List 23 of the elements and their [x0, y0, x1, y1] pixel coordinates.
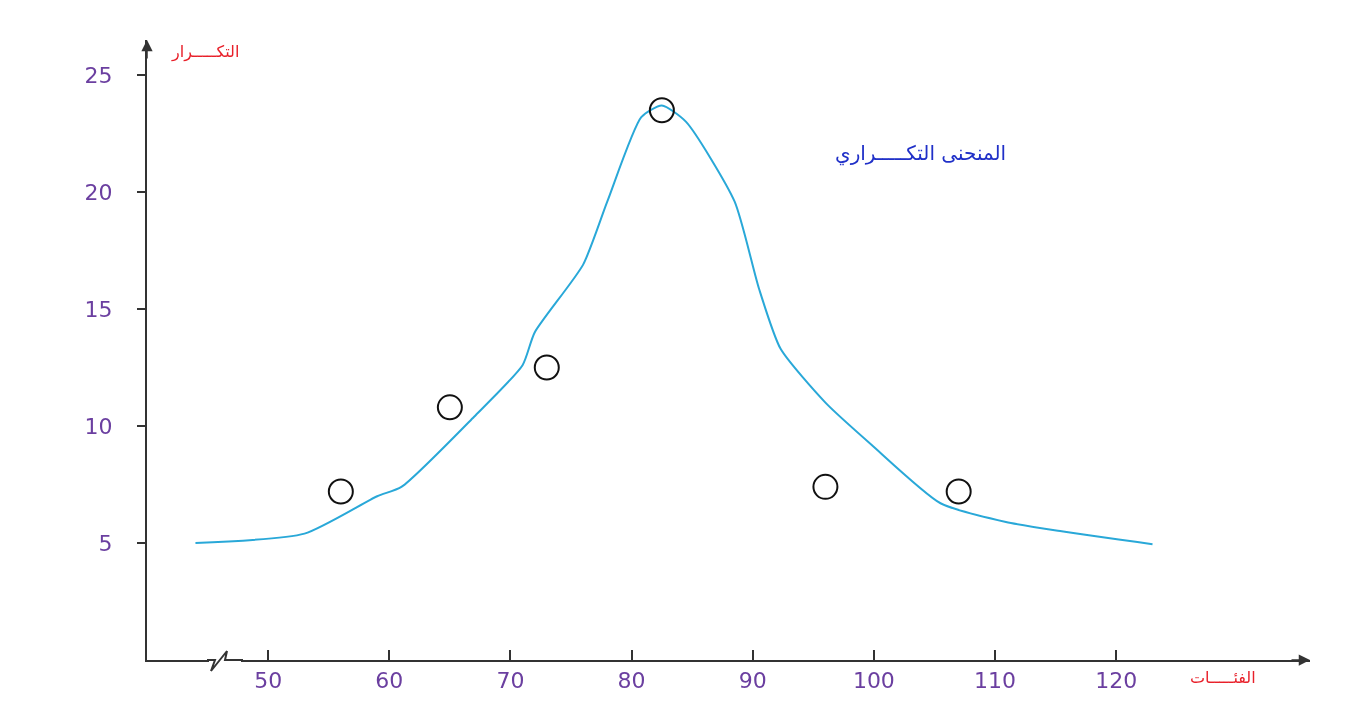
x-tick-label: 70: [496, 668, 525, 694]
point: [436, 394, 463, 421]
x-tick-label: 90: [738, 668, 767, 694]
x-axis-title: الفئـــــات: [1190, 668, 1256, 687]
point: [945, 478, 972, 505]
point: [648, 97, 675, 124]
annotation: المنحنى التكـــــراري: [835, 141, 1007, 166]
point: [533, 354, 560, 381]
y-tick-label: 5: [98, 530, 113, 556]
x-tick-label: 80: [617, 668, 646, 694]
y-tick-label: 15: [84, 296, 113, 322]
line-series: [194, 104, 1154, 546]
x-tick-label: 50: [254, 668, 283, 694]
y-axis-title: التكـــــرار: [171, 42, 240, 62]
point: [327, 478, 354, 505]
y-tick-label: 25: [84, 62, 113, 88]
y-tick-label: 10: [84, 413, 113, 439]
x-tick-label: 100: [852, 668, 895, 694]
point: [812, 473, 839, 500]
x-tick-label: 120: [1095, 668, 1138, 694]
x-tick-label: 110: [974, 668, 1017, 694]
x-tick-label: 60: [375, 668, 404, 694]
y-tick-label: 20: [84, 179, 113, 205]
